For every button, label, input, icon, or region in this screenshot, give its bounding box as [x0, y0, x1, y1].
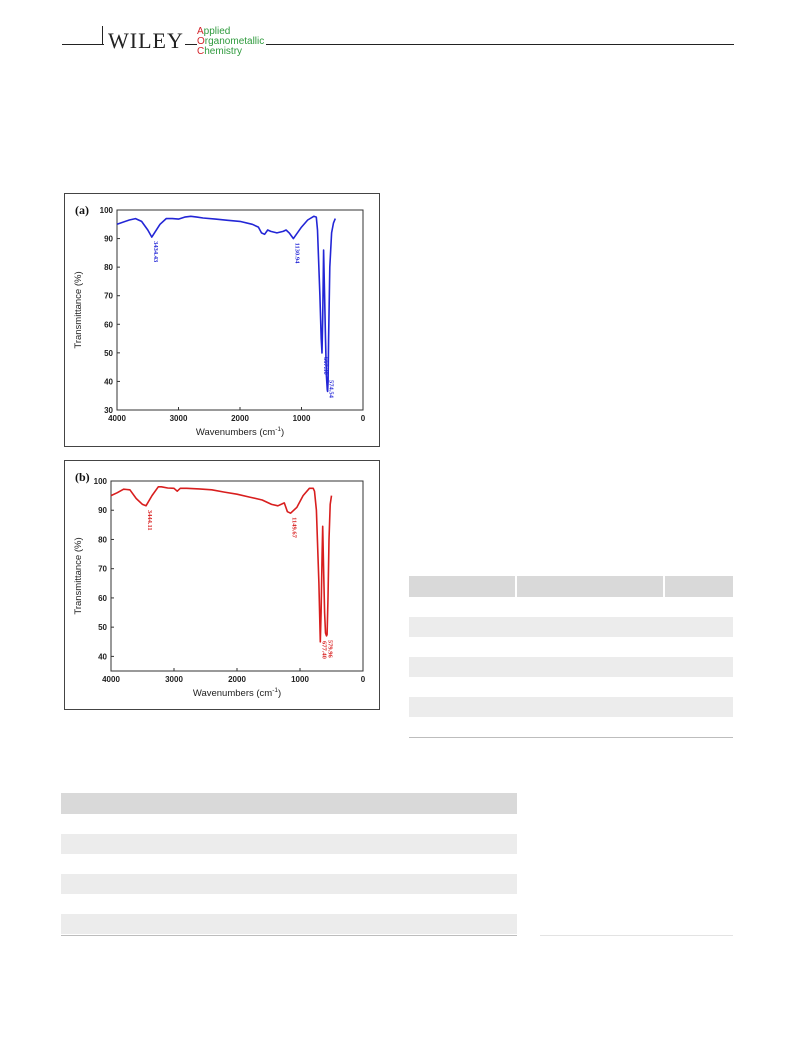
table-right-divider: [515, 576, 517, 597]
table-right-bottom-rule: [409, 737, 733, 738]
peak-label: 3444.11: [146, 510, 153, 531]
y-tick-label: 90: [104, 235, 113, 244]
y-tick-label: 40: [98, 652, 107, 661]
y-tick-label: 70: [104, 292, 113, 301]
x-axis-label: Wavenumbers (cm-1): [193, 687, 281, 699]
table-right-footer-rule: [540, 935, 733, 936]
x-tick-label: 1000: [293, 414, 311, 423]
table-right-header: [409, 576, 733, 597]
y-tick-label: 100: [100, 206, 114, 215]
x-tick-label: 0: [361, 414, 366, 423]
ftir-spectrum-b: (b) 40 50 60 70 80 90 100 4000 3000 2000 1000 0 Trans…: [64, 460, 380, 710]
x-tick-label: 3000: [165, 675, 183, 684]
y-tick-label: 40: [104, 377, 113, 386]
peak-label: 3434.43: [152, 241, 159, 263]
x-axis-label-end: ): [281, 427, 284, 438]
y-tick-label: 50: [98, 623, 107, 632]
peak-label: 579.96: [326, 640, 333, 659]
spectrum-line: [110, 485, 333, 643]
y-tick-label: 60: [98, 594, 107, 603]
table-bottom-row: [61, 834, 517, 854]
table-right-row: [409, 697, 733, 717]
peak-label: 667.30: [322, 357, 329, 375]
peak-label: 1149.67: [291, 517, 298, 539]
ftir-chart-a: (a) 30 40 50 60 70 80 90 100 4000 3000 2000 1000 0 Tra…: [73, 203, 366, 438]
y-tick-label: 60: [104, 320, 113, 329]
ftir-chart-b: (b) 40 50 60 70 80 90 100 4000 3000 2000 1000 0 Trans…: [73, 470, 366, 699]
table-right: [409, 576, 733, 739]
x-tick-label: 4000: [102, 675, 120, 684]
y-axis-label: Transmittance (%): [73, 271, 84, 348]
y-tick-label: 50: [104, 349, 113, 358]
journal-line-1: Applied: [197, 26, 231, 37]
y-tick-label: 70: [98, 565, 107, 574]
x-tick-label: 0: [361, 675, 366, 684]
table-right-divider: [663, 576, 665, 597]
peak-label: 574.54: [328, 380, 335, 399]
publisher-logo: WILEY: [108, 28, 184, 53]
panel-label: (b): [75, 470, 90, 484]
y-tick-label: 90: [98, 506, 107, 515]
table-right-row: [409, 617, 733, 637]
header-rule-right: [266, 44, 734, 45]
spectrum-line: [116, 215, 337, 393]
y-tick-label: 80: [104, 263, 113, 272]
x-tick-label: 2000: [228, 675, 246, 684]
table-bottom-row: [61, 914, 517, 934]
header-rule-left: [62, 44, 104, 45]
x-tick-label: 2000: [231, 414, 249, 423]
table-bottom: [61, 793, 517, 937]
x-axis-label-end: ): [278, 688, 281, 699]
journal-header: WILEY Applied Organometallic Chemistry: [0, 0, 793, 60]
panel-label: (a): [75, 203, 89, 217]
x-axis-label: Wavenumbers (cm-1): [196, 426, 284, 438]
journal-name: Applied Organometallic Chemistry: [197, 27, 264, 57]
table-right-row: [409, 657, 733, 677]
x-axis-label-text: Wavenumbers (cm: [193, 688, 272, 699]
table-bottom-header: [61, 793, 517, 814]
peak-label: 677.40: [320, 641, 327, 659]
journal-line-2: Organometallic: [197, 36, 265, 47]
x-tick-label: 3000: [170, 414, 188, 423]
table-bottom-row: [61, 874, 517, 894]
x-tick-label: 4000: [108, 414, 126, 423]
y-tick-label: 30: [104, 406, 113, 415]
x-axis-label-superscript: -1: [275, 426, 281, 433]
header-tick: [102, 26, 103, 44]
y-tick-label: 100: [94, 477, 108, 486]
y-axis-label: Transmittance (%): [73, 537, 84, 614]
peak-label: 1130.94: [293, 243, 300, 265]
table-bottom-rule: [61, 935, 517, 936]
x-axis-label-text: Wavenumbers (cm: [196, 427, 275, 438]
header-rule-mid: [185, 44, 197, 45]
x-axis-label-superscript: -1: [272, 687, 278, 694]
x-tick-label: 1000: [291, 675, 309, 684]
y-tick-label: 80: [98, 535, 107, 544]
ftir-spectrum-a: (a) 30 40 50 60 70 80 90 100 4000 3000 2000 1000 0 Tra…: [64, 193, 380, 447]
journal-line-3: Chemistry: [197, 46, 243, 57]
